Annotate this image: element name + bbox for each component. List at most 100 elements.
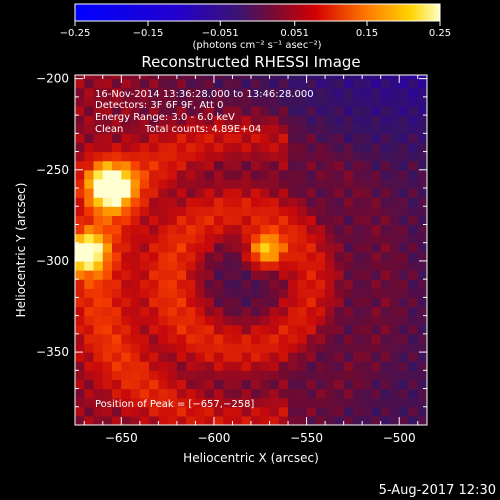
heatmap-cell (251, 105, 261, 116)
heatmap-cell (399, 115, 410, 125)
heatmap-cell (149, 96, 159, 107)
heatmap-cell (139, 215, 150, 226)
heatmap-cell (112, 270, 122, 280)
heatmap-cell (380, 370, 391, 381)
heatmap-cell (343, 160, 354, 171)
heatmap-cell (325, 406, 335, 417)
heatmap-cell (334, 352, 345, 362)
heatmap-cell (278, 388, 289, 399)
y-tick-label: −250 (36, 163, 69, 177)
heatmap-cell (186, 169, 197, 180)
heatmap-cell (371, 279, 382, 289)
heatmap-cell (408, 352, 419, 362)
heatmap-cell (167, 206, 178, 216)
heatmap-cell (352, 270, 363, 280)
heatmap-cell (130, 324, 141, 335)
heatmap-cell (112, 279, 122, 289)
heatmap-cell (297, 306, 308, 317)
heatmap-cell (315, 87, 326, 98)
heatmap-cell (389, 105, 400, 116)
heatmap-cell (380, 78, 391, 89)
heatmap-cell (343, 315, 354, 326)
heatmap-cell (306, 279, 317, 289)
heatmap-cell (343, 206, 354, 216)
heatmap-cell (315, 406, 326, 417)
heatmap-cell (306, 96, 317, 107)
heatmap-cell (223, 370, 234, 381)
heatmap-cell (352, 297, 363, 308)
heatmap-cell (112, 361, 122, 371)
heatmap-cell (167, 388, 178, 399)
heatmap-cell (334, 370, 345, 381)
heatmap-cell (223, 251, 234, 262)
heatmap-cell (315, 160, 326, 171)
heatmap-cell (75, 415, 85, 425)
heatmap-cell (158, 288, 169, 298)
heatmap-cell (288, 169, 298, 180)
heatmap-cell (232, 324, 243, 335)
heatmap-cell (251, 361, 261, 371)
heatmap-cell (121, 379, 132, 390)
heatmap-cell (408, 178, 419, 189)
heatmap-cell (112, 224, 122, 235)
heatmap-cell (315, 288, 326, 298)
heatmap-cell (269, 197, 280, 207)
heatmap-cell (334, 379, 345, 390)
heatmap-cell (213, 87, 224, 98)
heatmap-cell (269, 215, 280, 226)
heatmap-cell (232, 315, 243, 326)
heatmap-cell (84, 242, 95, 253)
heatmap-cell (269, 361, 280, 371)
heatmap-cell (408, 233, 419, 244)
heatmap-cell (84, 142, 95, 153)
heatmap-cell (408, 333, 419, 344)
heatmap-cell (158, 315, 169, 326)
y-tick-label: −300 (36, 254, 69, 268)
heatmap-cell (176, 233, 187, 244)
heatmap-cell (389, 78, 400, 89)
heatmap-cell (315, 206, 326, 216)
heatmap-cell (223, 342, 234, 353)
heatmap-cell (204, 324, 215, 335)
heatmap-cell (408, 78, 419, 89)
heatmap-cell (288, 333, 298, 344)
heatmap-cell (139, 75, 150, 80)
heatmap-cell (102, 333, 113, 344)
heatmap-cell (75, 242, 85, 253)
heatmap-cell (417, 270, 427, 280)
heatmap-cell (362, 169, 373, 180)
heatmap-cell (306, 142, 317, 153)
heatmap-cell (297, 397, 308, 408)
heatmap-cell (167, 406, 178, 417)
heatmap-cell (325, 324, 335, 335)
heatmap-cell (380, 197, 391, 207)
heatmap-cell (306, 124, 317, 134)
heatmap-cell (371, 324, 382, 335)
heatmap-cell (417, 415, 427, 425)
heatmap-cell (325, 270, 335, 280)
y-tick-label: −350 (36, 345, 69, 359)
heatmap-cell (204, 133, 215, 144)
heatmap-cell (112, 78, 122, 89)
heatmap-cell (241, 315, 252, 326)
heatmap-cell (121, 251, 132, 262)
heatmap-cell (93, 133, 104, 144)
heatmap-cell (278, 188, 289, 198)
heatmap-cell (399, 242, 410, 253)
heatmap-cell (112, 251, 122, 262)
heatmap-cell (306, 105, 317, 116)
heatmap-cell (204, 397, 215, 408)
heatmap-cell (417, 288, 427, 298)
heatmap-cell (306, 78, 317, 89)
heatmap-cell (223, 115, 234, 125)
heatmap-cell (232, 397, 243, 408)
heatmap-cell (204, 279, 215, 289)
heatmap-cell (288, 115, 298, 125)
heatmap-cell (325, 151, 335, 162)
heatmap-cell (251, 352, 261, 362)
heatmap-cell (213, 279, 224, 289)
heatmap-cell (139, 306, 150, 317)
heatmap-cell (269, 206, 280, 216)
heatmap-cell (352, 397, 363, 408)
heatmap-cell (75, 142, 85, 153)
